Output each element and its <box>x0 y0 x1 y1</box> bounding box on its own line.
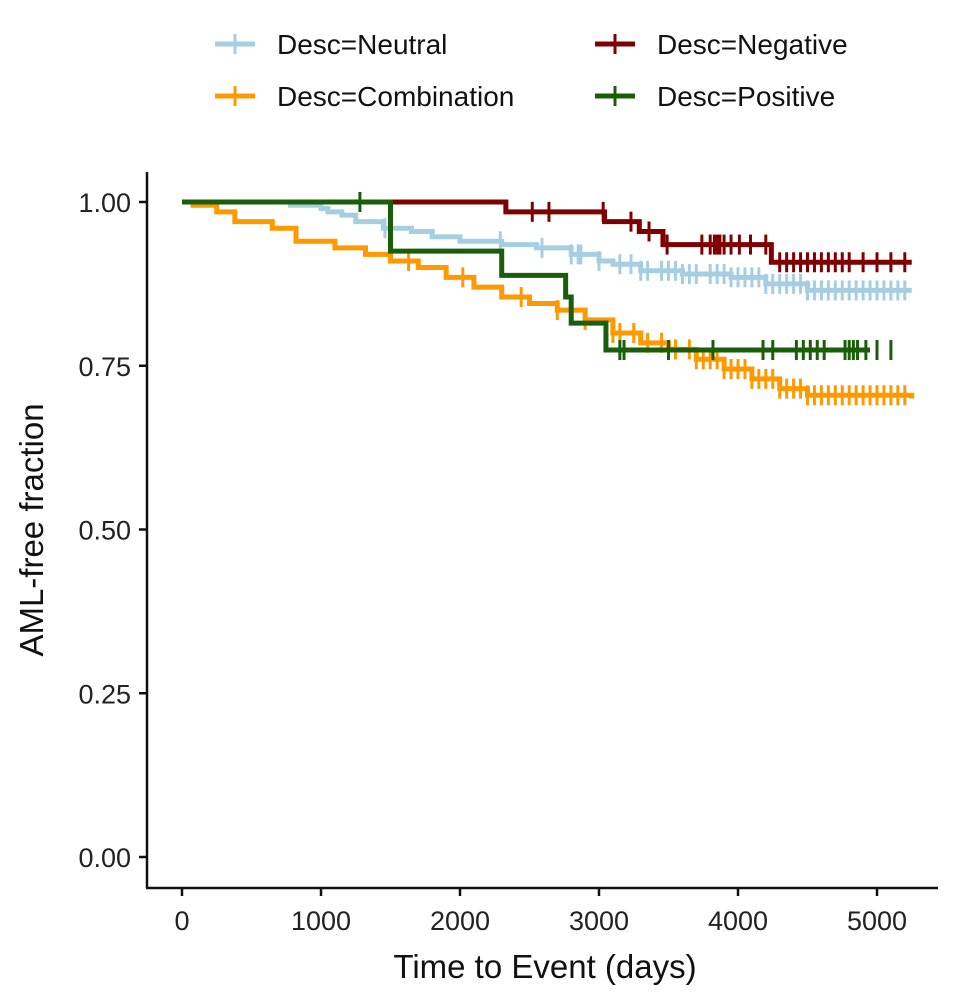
survival-curve <box>182 199 915 399</box>
legend-label: Desc=Combination <box>277 81 514 112</box>
y-ticks: 0.00 0.25 0.50 0.75 1.00 <box>78 188 147 873</box>
x-ticks: 0 1000 2000 3000 4000 5000 <box>174 888 907 936</box>
legend-item: Desc=Positive <box>595 81 835 112</box>
legend-label: Desc=Positive <box>657 81 835 112</box>
x-tick-label: 4000 <box>708 906 768 936</box>
y-tick-label: 1.00 <box>78 188 131 218</box>
plot-area <box>182 192 915 406</box>
x-tick-label: 3000 <box>569 906 629 936</box>
y-tick-label: 0.50 <box>78 516 131 546</box>
legend-item: Desc=Combination <box>215 81 514 112</box>
y-tick-label: 0.25 <box>78 679 131 709</box>
series-desc-negative <box>383 199 912 273</box>
series-desc-neutral <box>182 199 912 301</box>
legend-item: Desc=Neutral <box>215 29 447 60</box>
survival-curve <box>182 199 871 353</box>
x-tick-label: 2000 <box>430 906 490 936</box>
legend: Desc=Neutral Desc=Combination Desc=Negativ… <box>215 29 848 112</box>
legend-item: Desc=Negative <box>595 29 848 60</box>
y-axis-title: AML-free fraction <box>13 403 50 656</box>
x-tick-label: 5000 <box>847 906 907 936</box>
legend-label: Desc=Neutral <box>277 29 447 60</box>
series-desc-combination <box>182 199 915 406</box>
series-desc-positive <box>182 192 893 361</box>
legend-label: Desc=Negative <box>657 29 848 60</box>
y-tick-label: 0.00 <box>78 843 131 873</box>
survival-curve <box>383 199 912 265</box>
x-tick-label: 0 <box>174 906 189 936</box>
y-tick-label: 0.75 <box>78 352 131 382</box>
x-axis-title: Time to Event (days) <box>393 948 696 985</box>
x-tick-label: 1000 <box>291 906 351 936</box>
